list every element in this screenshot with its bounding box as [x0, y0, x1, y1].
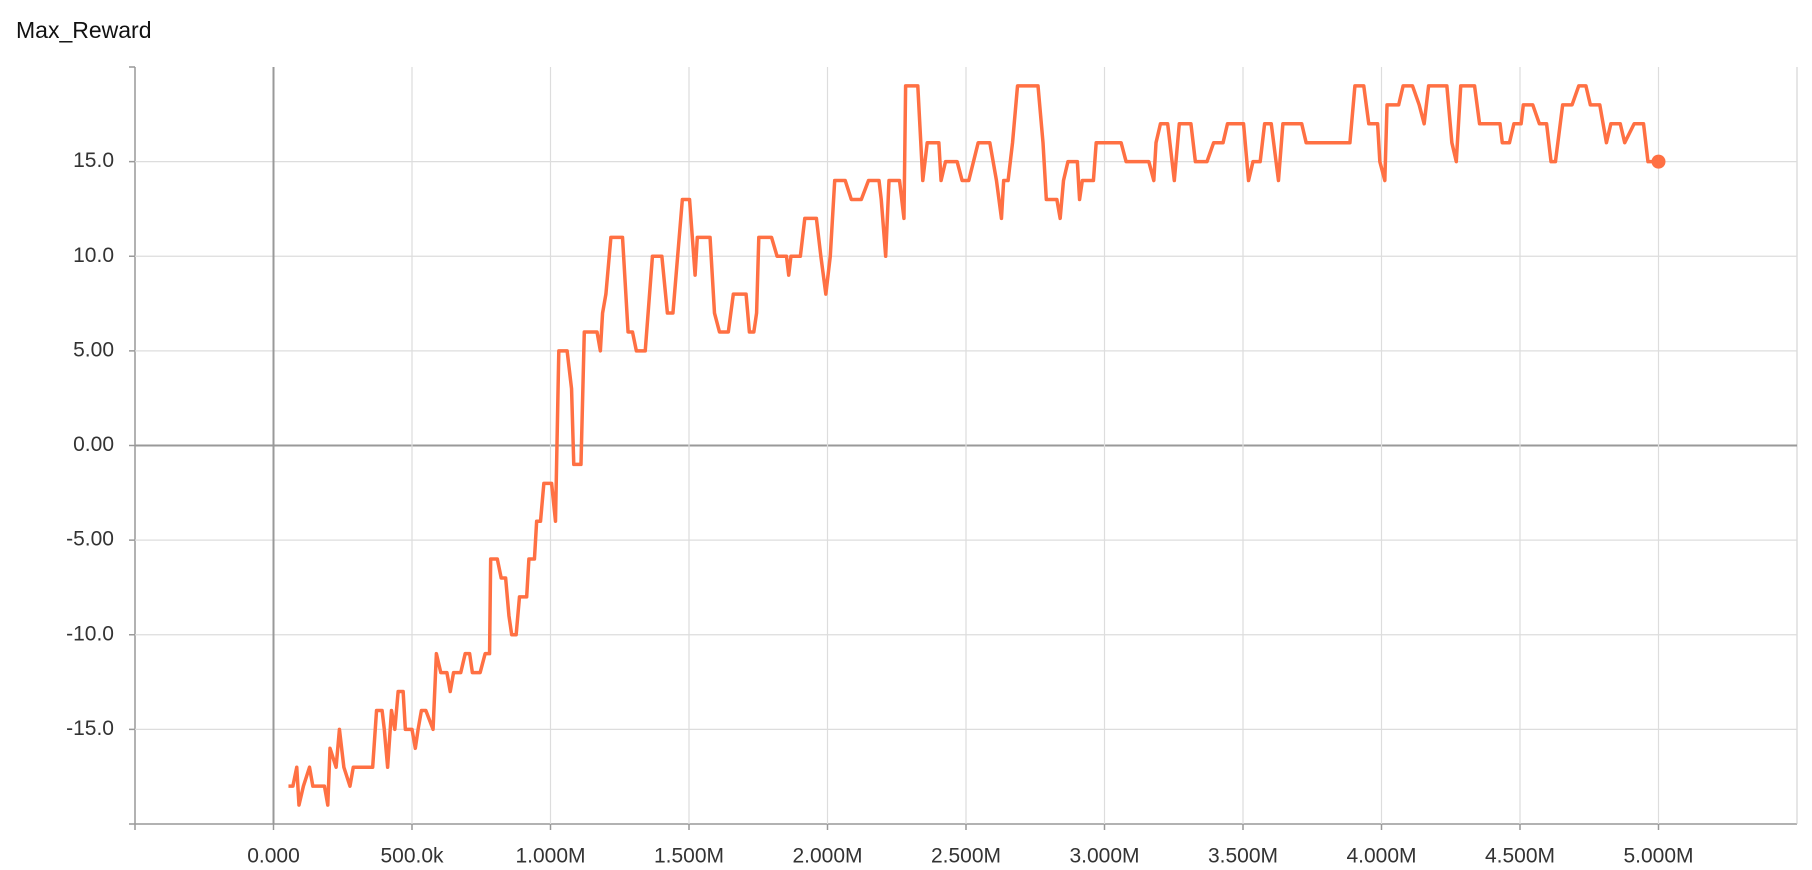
x-tick-label: 1.000M: [515, 845, 585, 868]
x-tick-label: 3.000M: [1069, 845, 1139, 868]
y-tick-label: 10.0: [73, 244, 114, 267]
y-tick-label: -10.0: [66, 622, 114, 645]
y-tick-label: 15.0: [73, 149, 114, 172]
x-tick-label: 2.500M: [931, 845, 1001, 868]
x-tick-label: 4.500M: [1485, 845, 1555, 868]
y-tick-label: -5.00: [66, 528, 114, 551]
x-tick-label: 0.000: [247, 845, 300, 868]
x-tick-label: 1.500M: [654, 845, 724, 868]
x-tick-label: 5.000M: [1623, 845, 1693, 868]
x-tick-label: 500.0k: [380, 845, 444, 868]
y-tick-label: 0.00: [73, 433, 114, 456]
y-tick-label: 5.00: [73, 338, 114, 361]
x-tick-label: 3.500M: [1208, 845, 1278, 868]
chart-title: Max_Reward: [16, 17, 152, 43]
y-tick-label: -15.0: [66, 717, 114, 740]
x-tick-label: 4.000M: [1346, 845, 1416, 868]
data-line: [288, 84, 1659, 807]
last-point: [1651, 154, 1666, 169]
x-tick-label: 2.000M: [792, 845, 862, 868]
